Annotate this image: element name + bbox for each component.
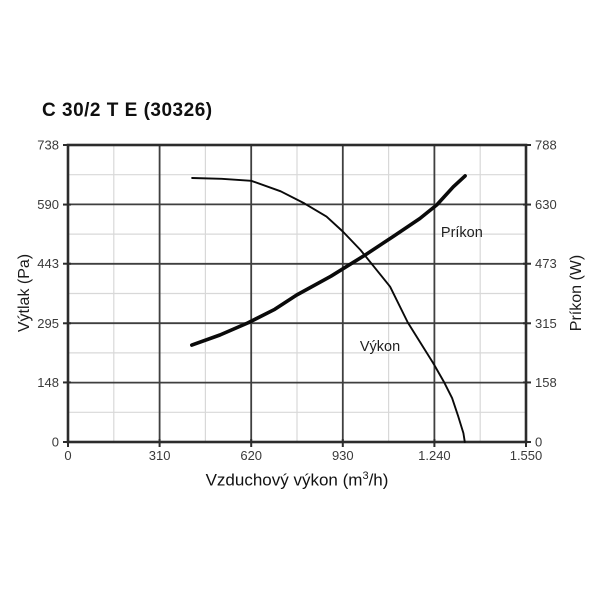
x-tick-label: 620 — [240, 448, 262, 463]
series-label-vykon: Výkon — [360, 339, 400, 355]
y-left-tick-label: 443 — [37, 256, 59, 271]
y-right-tick-label: 315 — [535, 316, 557, 331]
x-tick-label: 930 — [332, 448, 354, 463]
x-tick-label: 1.240 — [418, 448, 451, 463]
y-right-tick-label: 473 — [535, 256, 557, 271]
y-left-tick-label: 148 — [37, 375, 59, 390]
y-right-tick-label: 788 — [535, 138, 557, 153]
plot-frame — [66, 143, 528, 444]
series-label-prikon: Príkon — [441, 225, 483, 241]
grid-major — [68, 145, 526, 442]
curve-vykon — [191, 177, 466, 443]
x-axis-label-pre: Vzduchový výkon (m — [205, 470, 363, 490]
x-tick-label: 310 — [149, 448, 171, 463]
x-axis-label-sup: 3 — [362, 470, 369, 482]
y-left-tick-label: 0 — [52, 435, 59, 450]
x-tick-label: 1.550 — [510, 448, 543, 463]
grid-minor — [68, 145, 526, 442]
chart-title: C 30/2 T E (30326) — [42, 100, 213, 121]
y-right-tick-label: 630 — [535, 197, 557, 212]
y-left-tick-label: 295 — [37, 316, 59, 331]
y-right-tick-label: 158 — [535, 375, 557, 390]
curve-prikon — [190, 174, 467, 347]
x-tick-label: 0 — [64, 448, 71, 463]
y-left-tick-label: 738 — [37, 138, 59, 153]
x-axis-label-post: /h) — [368, 470, 389, 490]
y-right-tick-label: 0 — [535, 435, 542, 450]
tick-labels: 0 310 620 930 1.240 1.55001482954435907380158… — [37, 138, 556, 464]
x-axis-label: Vzduchový výkon (m3/h) — [206, 470, 389, 491]
axis-ticks — [63, 144, 531, 447]
y-left-tick-label: 590 — [37, 197, 59, 212]
